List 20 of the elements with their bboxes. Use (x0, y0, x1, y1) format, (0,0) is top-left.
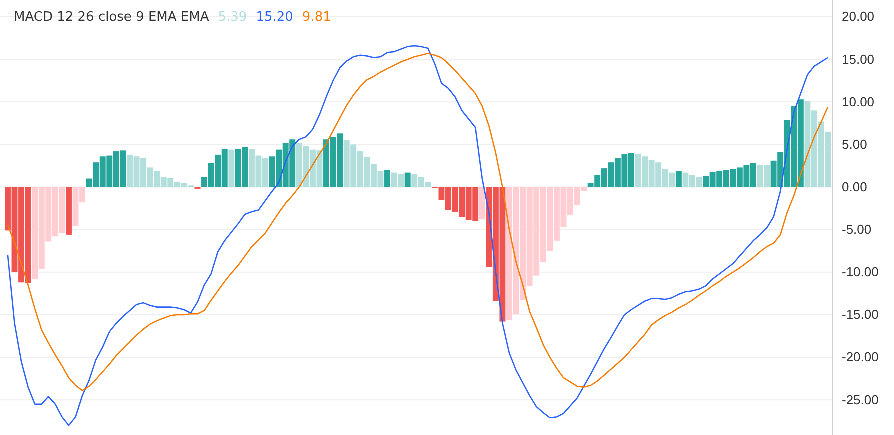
y-tick-label: 15.00 (842, 52, 875, 67)
bar (66, 187, 72, 235)
text: MACD 12 26 close 9 EMA EMA (14, 10, 210, 25)
bar (676, 171, 682, 188)
bar (404, 172, 411, 188)
bar (384, 170, 390, 188)
bar (479, 187, 486, 220)
y-tick-label: 10.00 (842, 94, 875, 110)
y-tick-label: -10.00 (842, 264, 879, 280)
bar (228, 150, 235, 188)
y-tick-label: -5.00 (842, 222, 872, 238)
y-tick-label: -25.00 (842, 392, 879, 408)
text: 9.81 (302, 10, 332, 25)
y-tick-label: 20.00 (842, 9, 875, 24)
text: 5.39 (218, 10, 248, 25)
y-tick-label: 0.00 (842, 179, 868, 194)
y-tick-label: -20.00 (842, 350, 879, 365)
y-tick-label: 5.00 (842, 136, 868, 152)
text: 15.20 (256, 10, 294, 25)
y-tick-label: -15.00 (842, 307, 879, 322)
